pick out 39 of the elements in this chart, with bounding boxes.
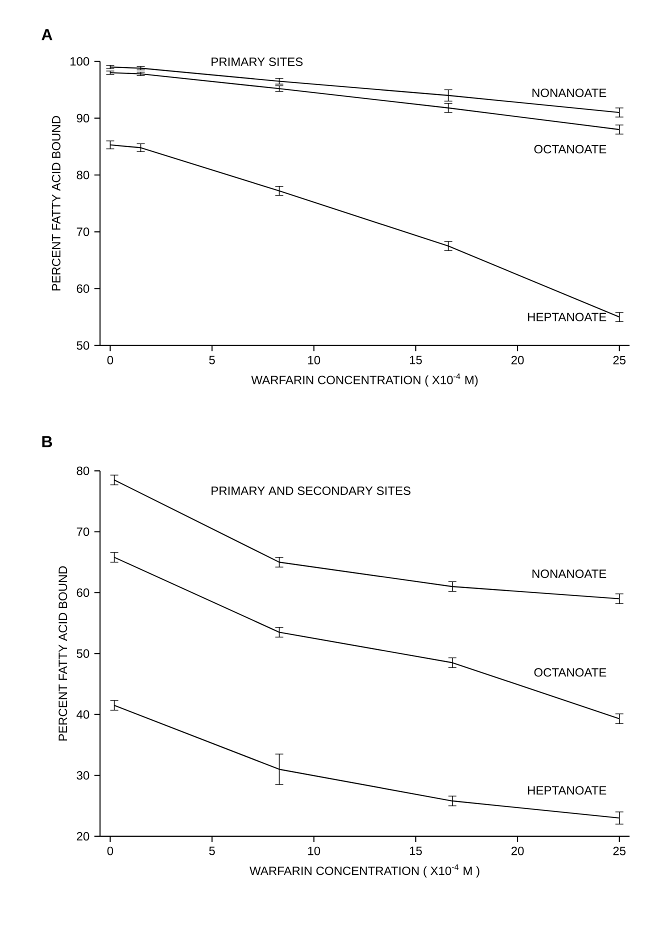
- series-label: HEPTANOATE: [528, 312, 606, 322]
- y-tick-label: 50: [76, 341, 90, 350]
- chart-title: B: [42, 436, 52, 448]
- series-label: HEPTANOATE: [528, 786, 606, 795]
- x-tick-label: 15: [410, 846, 422, 856]
- x-axis-title: WARFARIN CONCENTRATION ( X10$^{-4}$ M ): [250, 864, 480, 878]
- y-axis-title: PERCENT FATTY ACID BOUND: [52, 116, 60, 290]
- y-tick-label: 70: [76, 228, 90, 236]
- series-label: OCTANOATE: [534, 144, 606, 154]
- x-tick-label: 20: [512, 356, 524, 364]
- x-tick-label: 10: [308, 846, 320, 856]
- x-tick-label: 25: [613, 356, 626, 364]
- x-tick-label: 15: [410, 356, 422, 364]
- y-tick-label: 60: [76, 588, 90, 597]
- y-tick-label: 40: [76, 710, 90, 719]
- x-tick-label: 25: [613, 846, 626, 856]
- y-tick-label: 20: [76, 832, 90, 841]
- y-tick-label: 90: [76, 114, 90, 122]
- x-tick-label: 10: [308, 356, 320, 364]
- y-axis-title: PERCENT FATTY ACID BOUND: [58, 566, 68, 741]
- y-tick-label: 30: [76, 771, 90, 780]
- x-axis-title: WARFARIN CONCENTRATION ( X10$^{-4}$ M): [251, 374, 478, 387]
- y-tick-label: 80: [76, 170, 90, 180]
- x-tick-label: 0: [107, 846, 114, 856]
- y-tick-label: 100: [70, 57, 90, 66]
- x-tick-label: 5: [209, 846, 215, 856]
- text: PRIMARY AND SECONDARY SITES: [212, 486, 410, 496]
- series-label: OCTANOATE: [534, 668, 606, 677]
- y-tick-label: 80: [76, 466, 90, 476]
- y-tick-label: 60: [76, 284, 90, 293]
- y-tick-label: 50: [76, 649, 90, 658]
- x-tick-label: 5: [209, 356, 215, 364]
- series-label: NONANOATE: [532, 88, 606, 98]
- x-tick-label: 20: [512, 846, 524, 856]
- chart-title: A: [42, 29, 52, 40]
- x-tick-label: 0: [107, 356, 114, 364]
- series-label: NONANOATE: [532, 570, 606, 578]
- y-tick-label: 70: [76, 527, 90, 536]
- chart-subtitle: PRIMARY SITES: [212, 58, 303, 66]
